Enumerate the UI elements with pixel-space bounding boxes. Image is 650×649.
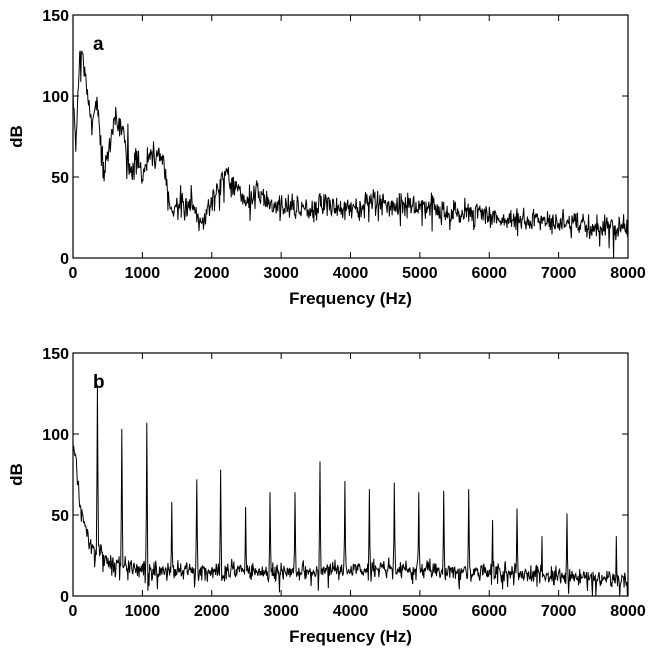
y-tick-label-a: 100	[42, 89, 69, 106]
y-tick-label-b: 150	[42, 346, 69, 363]
x-tick-label-a: 8000	[610, 265, 646, 282]
x-tick-label-b: 2000	[194, 603, 230, 620]
x-tick-label-a: 0	[69, 265, 78, 282]
x-tick-label-a: 7000	[541, 265, 577, 282]
x-tick-label-b: 6000	[471, 603, 507, 620]
x-tick-label-b: 3000	[263, 603, 299, 620]
x-tick-label-a: 4000	[333, 265, 369, 282]
tick-group-a: 0 1000 2000 3000 4000 5000 6000 7000 8000 0 50 100 1…	[42, 8, 646, 282]
panel-b: 0 1000 2000 3000 4000 5000 6000 7000 8000 0 50 100 1…	[7, 346, 646, 646]
y-tick-label-b: 100	[42, 427, 69, 444]
x-tick-label-a: 2000	[194, 265, 230, 282]
panel-label-b: b	[93, 372, 105, 393]
x-axis-title-b: Frequency (Hz)	[289, 627, 412, 646]
y-axis-title-a: dB	[7, 125, 26, 148]
plot-frame-b	[72, 352, 629, 597]
y-axis-title-b: dB	[7, 463, 26, 486]
x-tick-label-b: 7000	[541, 603, 577, 620]
x-axis-title-a: Frequency (Hz)	[289, 289, 412, 308]
x-tick-label-b: 4000	[333, 603, 369, 620]
x-tick-label-b: 5000	[402, 603, 438, 620]
spectrum-line-b	[72, 385, 629, 597]
y-tick-label-a: 0	[60, 251, 69, 268]
y-tick-label-a: 50	[51, 170, 69, 187]
x-tick-label-a: 3000	[263, 265, 299, 282]
panel-a: 0 1000 2000 3000 4000 5000 6000 7000 8000 0 50 100 1…	[7, 8, 646, 308]
spectrum-line-a	[72, 50, 629, 259]
y-tick-label-b: 0	[60, 589, 69, 606]
tick-group-b: 0 1000 2000 3000 4000 5000 6000 7000 8000 0 50 100 1…	[42, 346, 646, 620]
x-tick-label-a: 1000	[125, 265, 161, 282]
x-tick-label-b: 1000	[125, 603, 161, 620]
x-tick-label-b: 0	[69, 603, 78, 620]
plot-frame-a	[72, 14, 629, 259]
y-tick-label-b: 50	[51, 508, 69, 525]
x-tick-label-a: 5000	[402, 265, 438, 282]
panel-label-a: a	[93, 34, 104, 55]
x-tick-label-a: 6000	[471, 265, 507, 282]
x-tick-label-b: 8000	[610, 603, 646, 620]
y-tick-label-a: 150	[42, 8, 69, 25]
